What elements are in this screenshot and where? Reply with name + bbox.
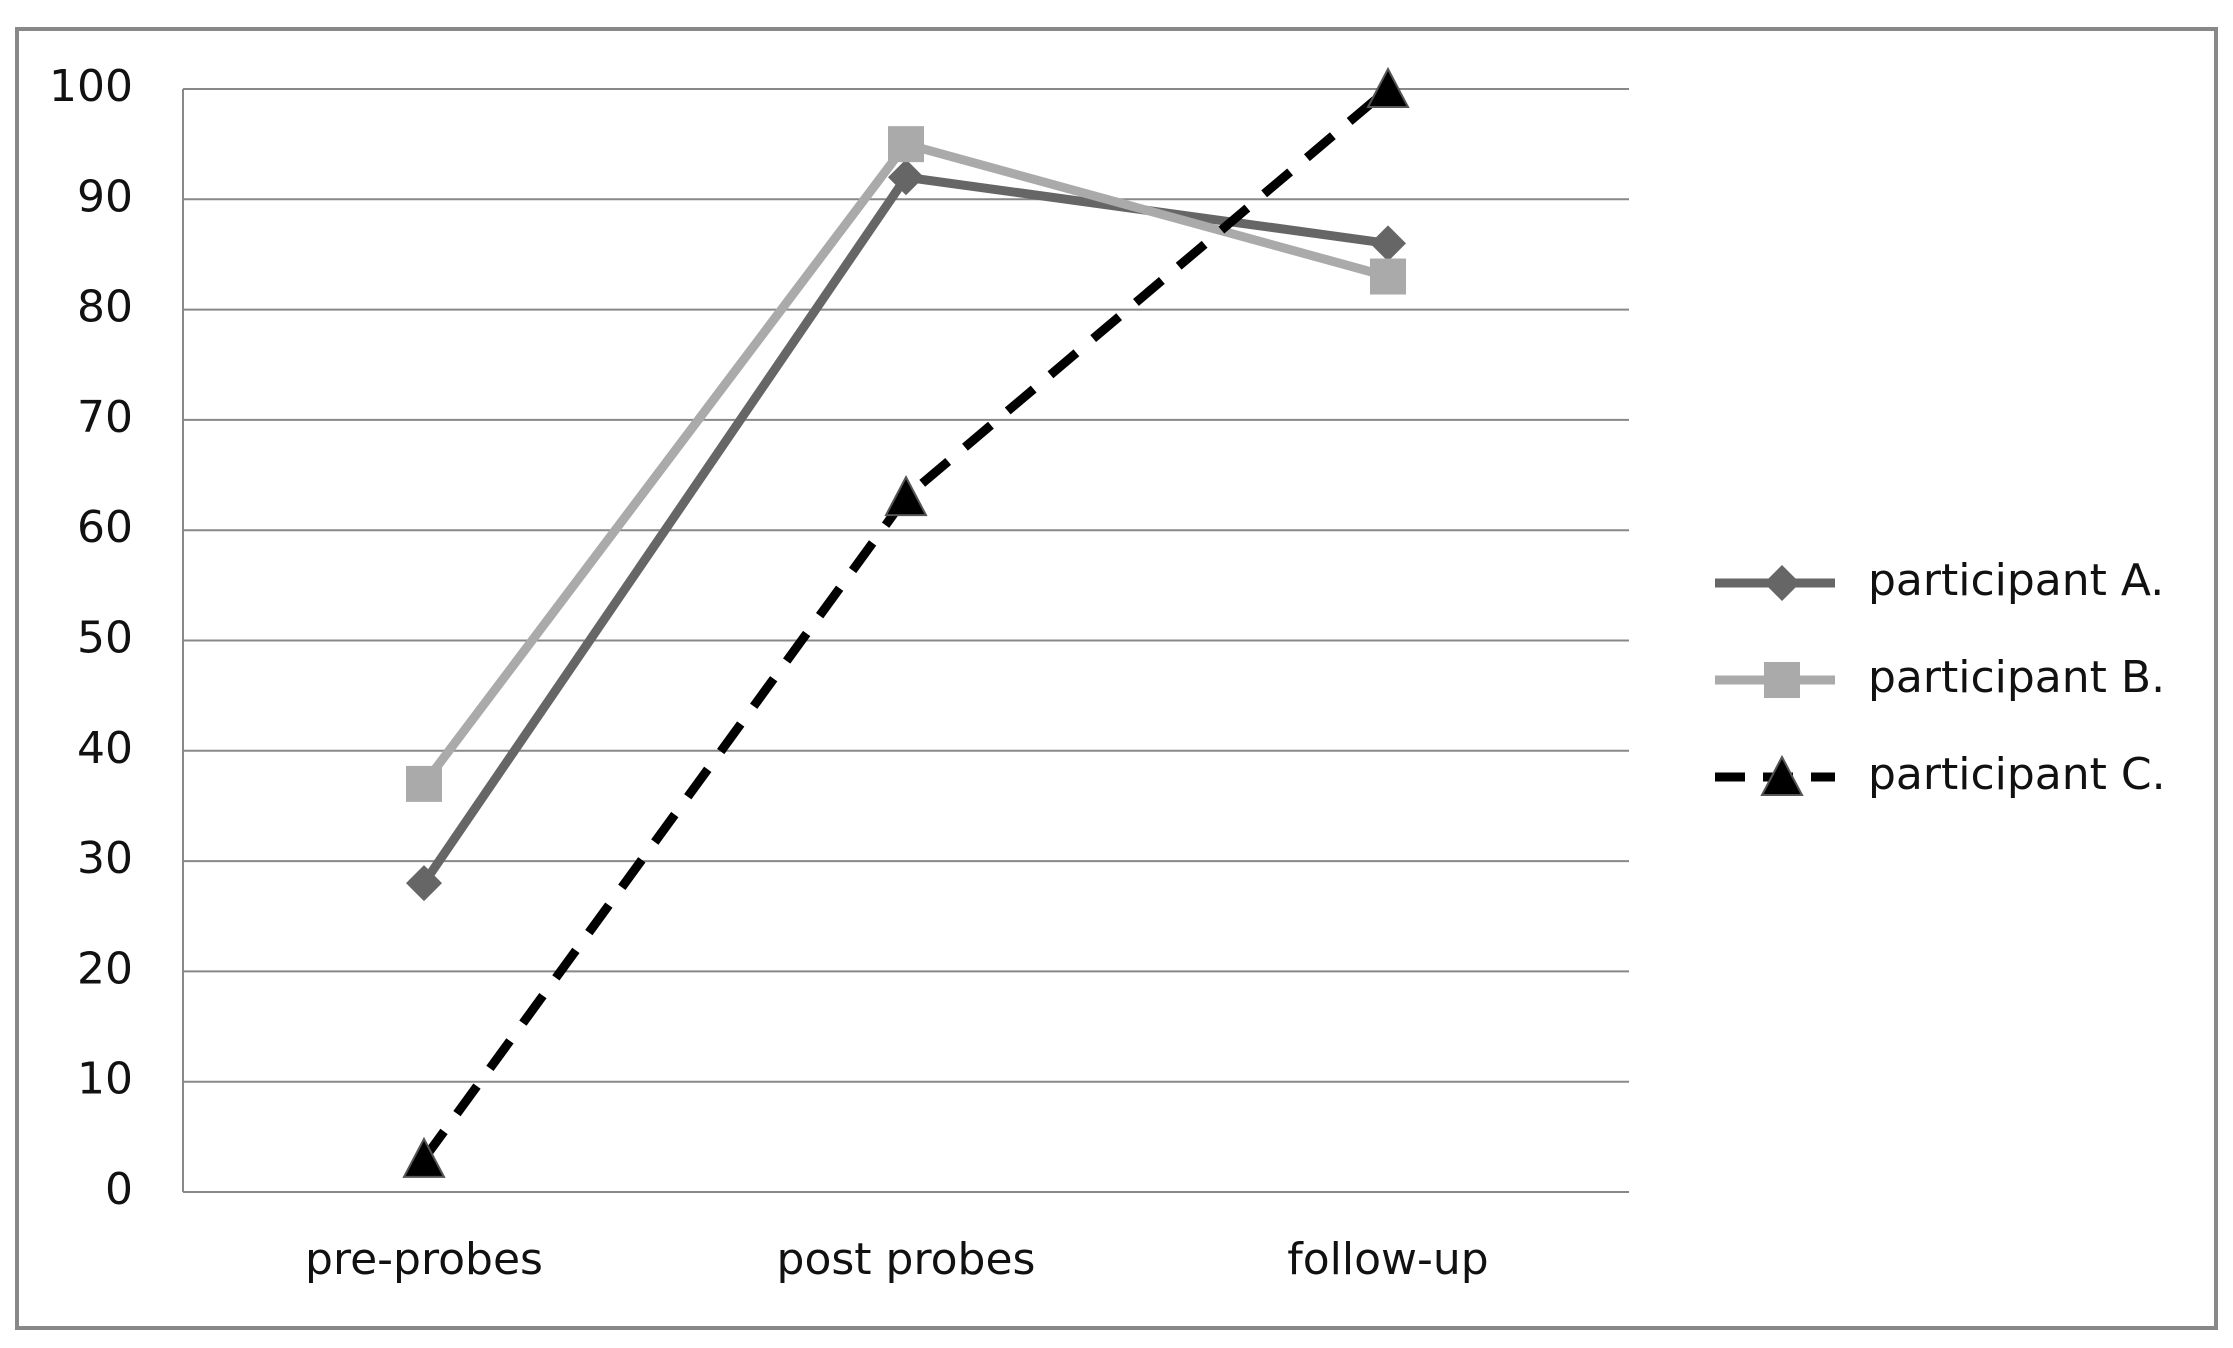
legend-marker [1760, 754, 1804, 796]
y-tick-label: 10 [77, 1054, 133, 1105]
data-point [406, 765, 442, 802]
data-point [1370, 225, 1406, 262]
x-tick-label: post probes [777, 1234, 1036, 1285]
y-tick-label: 90 [77, 171, 133, 222]
y-tick-label: 20 [77, 943, 133, 994]
y-tick-label: 40 [77, 723, 133, 774]
series-line [420, 85, 1391, 1162]
legend-marker [1764, 565, 1800, 601]
y-tick-label: 30 [77, 833, 133, 884]
y-tick-label: 0 [105, 1164, 133, 1215]
data-point [406, 865, 442, 902]
y-tick-label: 60 [77, 502, 133, 553]
legend-label: participant C. [1868, 749, 2166, 800]
x-tick-label: pre-probes [305, 1234, 543, 1285]
legend-label: participant A. [1868, 555, 2164, 606]
y-tick-label: 70 [77, 392, 133, 443]
data-point [888, 126, 924, 163]
data-point [888, 159, 924, 196]
data-point [1366, 66, 1410, 108]
y-tick-label: 50 [77, 613, 133, 664]
data-point [1370, 258, 1406, 295]
data-point [884, 474, 928, 517]
y-tick-label: 100 [49, 61, 133, 112]
chart-border [15, 27, 2218, 1330]
legend-marker [1764, 662, 1800, 698]
data-point [402, 1136, 446, 1178]
y-tick-label: 80 [77, 282, 133, 333]
legend-label: participant B. [1868, 652, 2165, 703]
x-tick-label: follow-up [1287, 1234, 1488, 1285]
